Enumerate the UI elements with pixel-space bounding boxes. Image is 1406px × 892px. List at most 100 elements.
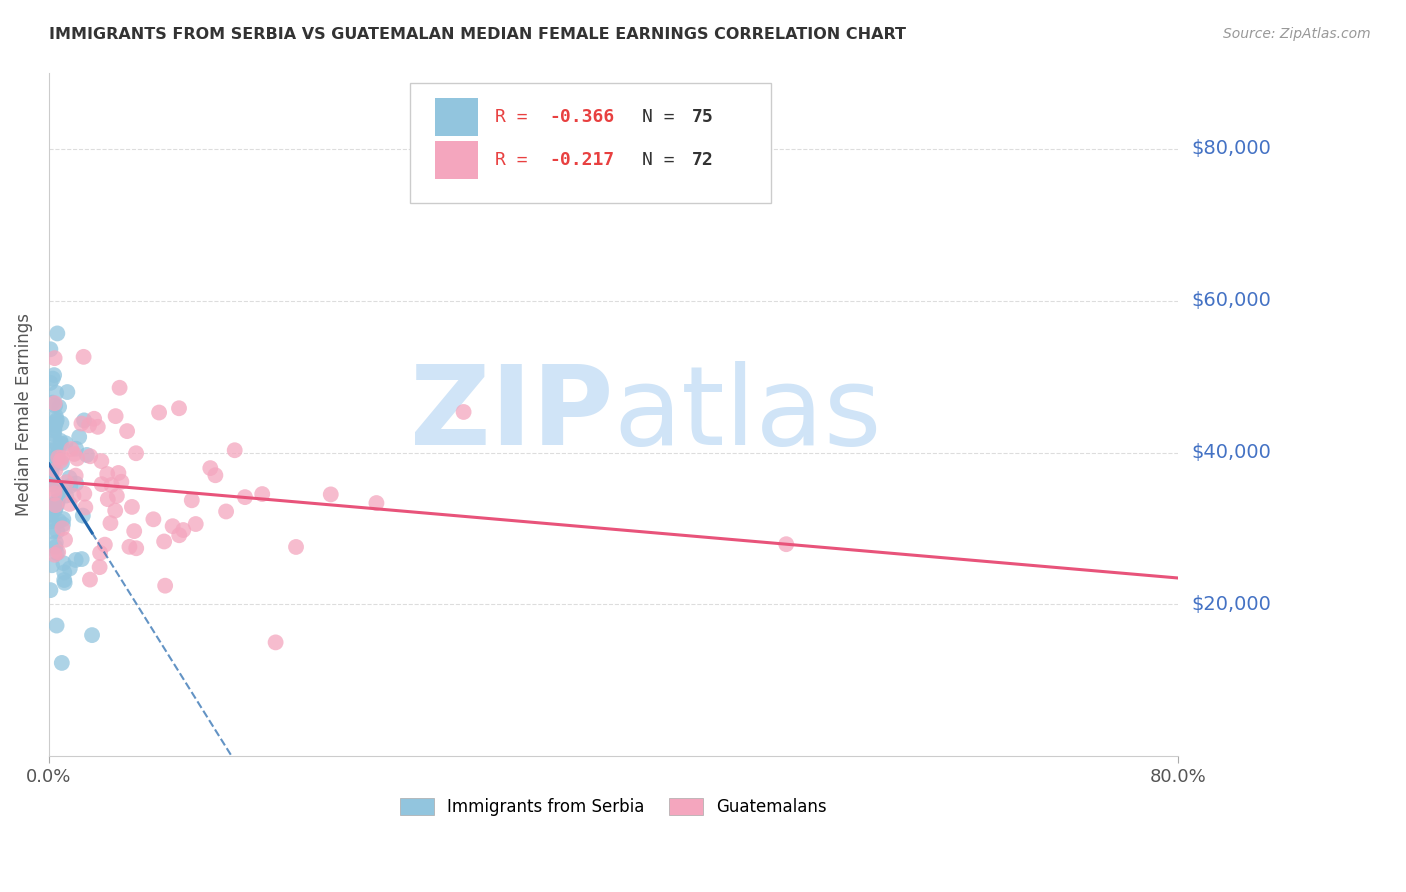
Point [110, 475, 132, 489]
Point [41, 465, 63, 479]
Point [63, 447, 86, 461]
Point [49, 436, 72, 450]
Point [180, 493, 202, 508]
Point [94, 538, 117, 552]
Text: 72: 72 [692, 151, 714, 169]
Point [80, 628, 103, 642]
Point [97, 492, 120, 507]
Point [45, 385, 67, 400]
Point [46, 545, 69, 559]
Bar [434, 141, 478, 179]
Point [48, 514, 70, 528]
Point [59, 561, 82, 575]
Point [51, 456, 73, 470]
Point [44, 503, 66, 517]
Point [53, 533, 76, 547]
Point [79, 573, 101, 587]
Point [75, 500, 97, 515]
Point [41, 477, 63, 491]
Point [42, 524, 65, 539]
Point [366, 496, 388, 510]
Point [39, 417, 62, 432]
Point [70, 552, 93, 566]
Point [46, 493, 69, 508]
Point [48, 400, 70, 414]
Point [89, 546, 111, 560]
Point [66, 451, 89, 466]
Point [775, 537, 797, 551]
Point [65, 442, 87, 456]
Point [100, 478, 122, 492]
Point [167, 528, 190, 542]
Point [73, 413, 96, 427]
Point [52, 517, 75, 532]
Point [51, 486, 73, 500]
Point [224, 443, 246, 458]
Point [45, 450, 67, 465]
Point [55, 436, 77, 450]
Point [79, 449, 101, 463]
Point [264, 635, 287, 649]
Text: IMMIGRANTS FROM SERBIA VS GUATEMALAN MEDIAN FEMALE EARNINGS CORRELATION CHART: IMMIGRANTS FROM SERBIA VS GUATEMALAN MED… [49, 27, 907, 42]
Point [42, 458, 65, 473]
Text: 75: 75 [692, 108, 714, 126]
Point [42, 458, 65, 472]
Point [53, 573, 76, 587]
Point [44, 483, 66, 497]
Point [162, 519, 184, 533]
Point [41, 474, 63, 488]
Text: $80,000: $80,000 [1192, 139, 1271, 159]
Legend: Immigrants from Serbia, Guatemalans: Immigrants from Serbia, Guatemalans [394, 791, 834, 823]
Bar [434, 98, 478, 136]
Point [65, 553, 87, 567]
Point [46, 445, 69, 459]
Point [100, 516, 122, 530]
Point [252, 487, 274, 501]
FancyBboxPatch shape [411, 83, 772, 202]
Point [39, 501, 62, 516]
Point [52, 512, 75, 526]
Point [204, 468, 226, 483]
Point [45, 498, 67, 512]
Point [108, 381, 131, 395]
Point [44, 434, 66, 449]
Point [104, 409, 127, 424]
Point [65, 468, 87, 483]
Point [49, 454, 72, 468]
Point [73, 486, 96, 500]
Point [122, 524, 145, 538]
Text: R =: R = [495, 108, 538, 126]
Point [49, 434, 72, 448]
Point [167, 401, 190, 416]
Point [142, 512, 165, 526]
Text: $40,000: $40,000 [1192, 443, 1271, 462]
Point [45, 409, 67, 424]
Point [41, 514, 63, 528]
Text: atlas: atlas [613, 361, 882, 468]
Point [105, 489, 128, 503]
Point [44, 396, 66, 410]
Point [46, 524, 69, 539]
Point [72, 350, 94, 364]
Point [153, 534, 176, 549]
Point [76, 448, 98, 462]
Point [53, 575, 76, 590]
Point [44, 443, 66, 458]
Point [39, 512, 62, 526]
Point [51, 450, 73, 465]
Point [44, 548, 66, 562]
Point [39, 508, 62, 522]
Point [62, 489, 84, 503]
Point [44, 463, 66, 477]
Point [45, 546, 67, 560]
Text: N =: N = [641, 151, 685, 169]
Text: $20,000: $20,000 [1192, 595, 1271, 614]
Point [45, 500, 67, 514]
Point [55, 475, 77, 490]
Point [44, 421, 66, 435]
Point [39, 343, 62, 357]
Point [65, 476, 87, 491]
Point [41, 395, 63, 409]
Point [184, 516, 207, 531]
Point [215, 504, 238, 518]
